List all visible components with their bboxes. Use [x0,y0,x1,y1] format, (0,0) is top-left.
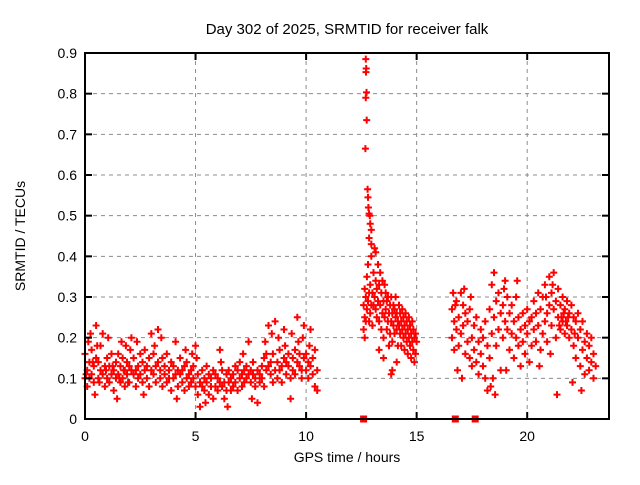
x-axis-label: GPS time / hours [294,449,401,465]
y-tick-label: 0 [69,411,77,427]
y-tick-label: 0.9 [58,45,78,61]
x-tick-label: 15 [409,428,425,444]
chart-title: Day 302 of 2025, SRMTID for receiver fal… [206,21,489,38]
y-tick-label: 0.6 [58,167,78,183]
y-tick-label: 0.1 [58,370,78,386]
x-tick-label: 10 [298,428,314,444]
y-tick-label: 0.3 [58,289,78,305]
y-tick-label: 0.4 [58,248,78,264]
x-tick-label: 0 [81,428,89,444]
x-tick-label: 20 [519,428,535,444]
y-tick-label: 0.7 [58,126,78,142]
y-tick-label: 0.2 [58,330,78,346]
y-tick-label: 0.8 [58,86,78,102]
tick-marks [84,52,609,420]
x-tick-label: 5 [192,428,200,444]
tick-labels: 0 5 10 15 20 0 0.1 0.2 0.3 0.4 0.5 0.6 0.7 0.8 0.9 [58,45,536,444]
plot-border [84,52,610,420]
y-axis-label: SRMTID / TECUs [12,181,28,291]
y-tick-label: 0.5 [58,208,78,224]
